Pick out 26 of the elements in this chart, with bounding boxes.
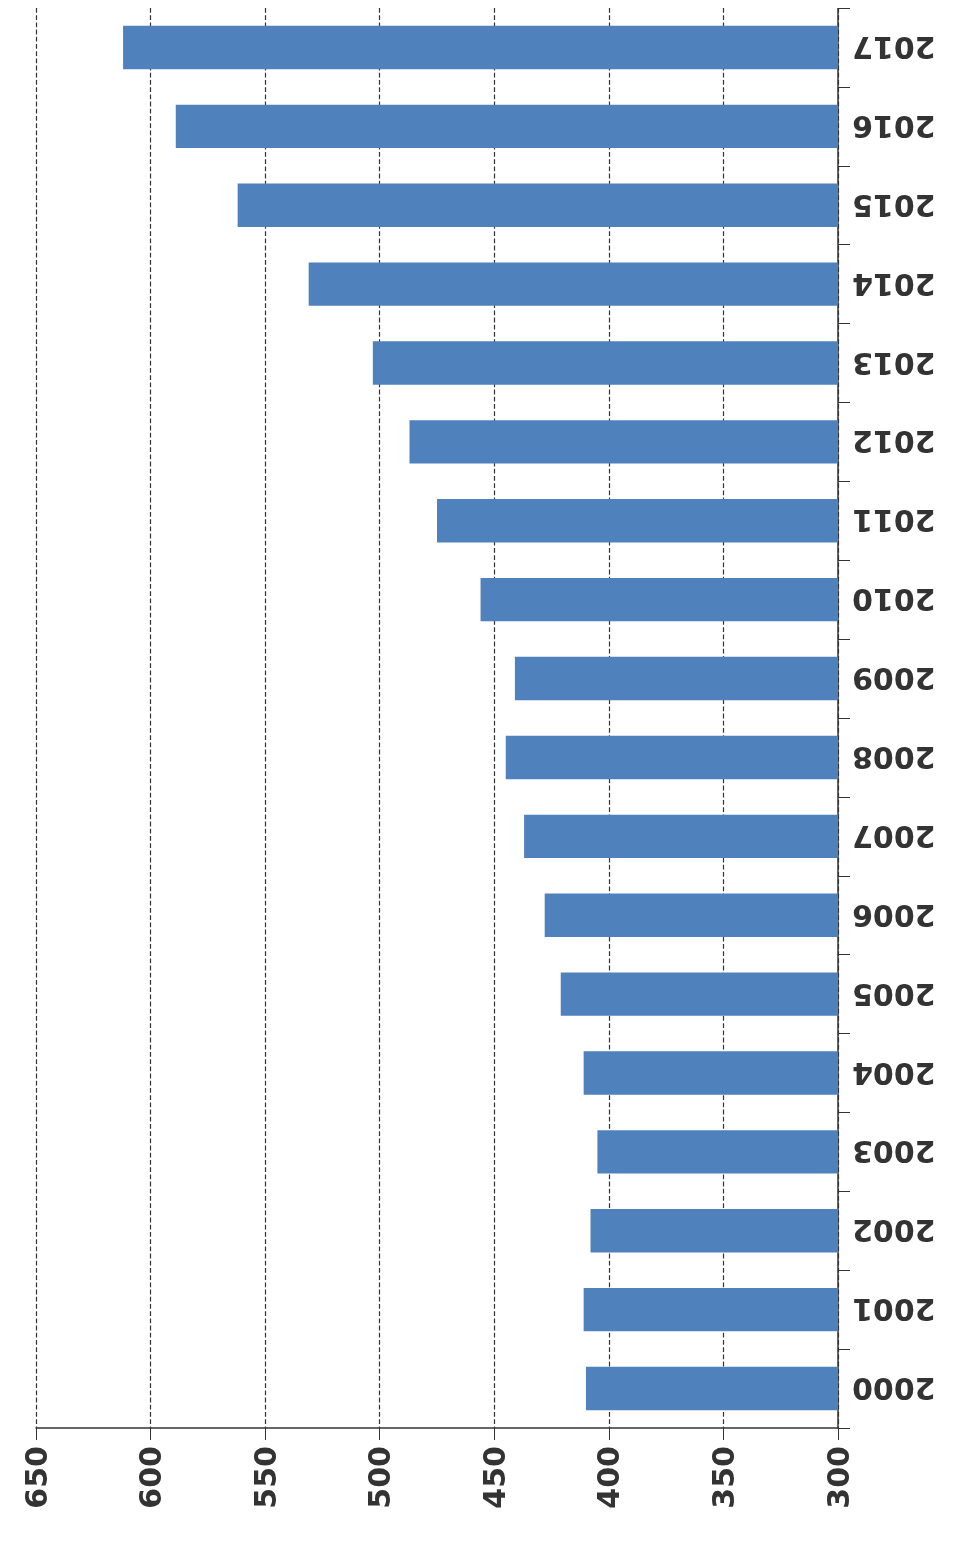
- y-tick-label: 2007: [852, 818, 936, 854]
- y-tick-label: 2000: [852, 1371, 936, 1407]
- y-tick-label: 2014: [852, 266, 936, 302]
- x-tick-label: 400: [591, 1446, 627, 1509]
- x-tick-label: 600: [133, 1446, 169, 1509]
- y-tick-label: 2010: [852, 582, 936, 618]
- x-tick-label: 300: [820, 1446, 856, 1509]
- x-tick-label: 500: [362, 1446, 398, 1509]
- y-tick-label: 2015: [852, 187, 936, 223]
- y-tick-label: 2002: [852, 1213, 936, 1249]
- x-tick-label: 450: [476, 1446, 512, 1509]
- y-tick-label: 2017: [852, 29, 936, 65]
- x-tick-label: 550: [247, 1446, 283, 1509]
- y-tick-label: 2013: [852, 345, 936, 381]
- y-tick-label: 2005: [852, 976, 936, 1012]
- y-tick-label: 2016: [852, 108, 936, 144]
- y-tick-label: 2006: [852, 897, 936, 933]
- y-tick-label: 2008: [852, 739, 936, 775]
- y-tick-label: 2001: [852, 1292, 936, 1328]
- y-tick-label: 2009: [852, 661, 936, 697]
- y-tick-label: 2012: [852, 424, 936, 460]
- y-tick-label: 2011: [852, 503, 936, 539]
- y-tick-label: 2003: [852, 1134, 936, 1170]
- x-tick-label: 650: [18, 1446, 54, 1509]
- x-tick-label: 350: [705, 1446, 741, 1509]
- y-tick-label: 2004: [852, 1055, 936, 1091]
